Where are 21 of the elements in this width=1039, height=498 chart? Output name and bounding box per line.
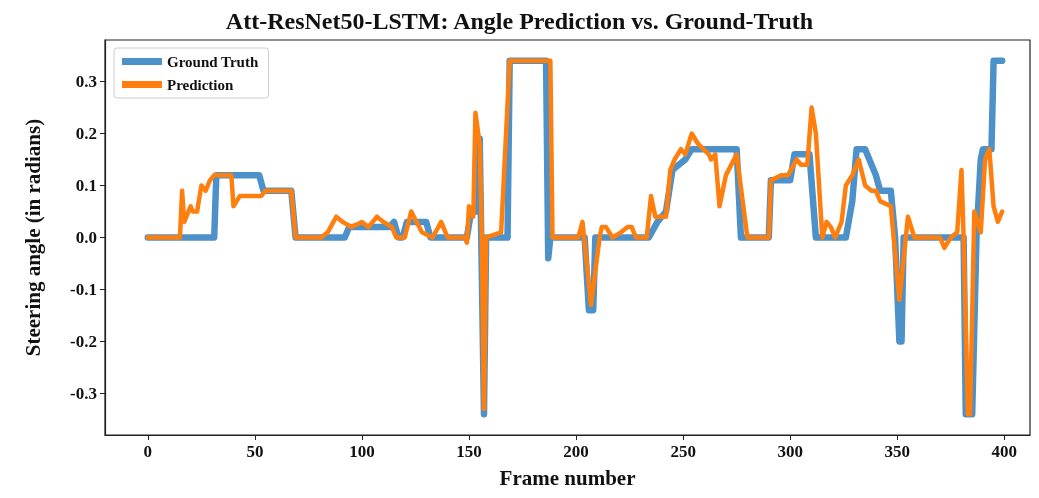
y-tick-label: -0.1 [70,279,97,299]
y-tick-label: -0.2 [70,331,97,351]
x-tick-label: 100 [349,442,375,461]
y-tick-label: 0.1 [75,176,97,196]
x-tick-label: 150 [456,442,482,461]
y-axis-title: Steering angle (in radians) [20,118,45,357]
x-tick-label: 300 [777,442,803,461]
x-tick-label: 250 [670,442,696,461]
x-tick-label: 350 [884,442,910,461]
x-tick-label: 50 [246,442,264,461]
x-tick-label: 0 [143,442,153,461]
y-tick-label: 0.3 [75,72,97,92]
y-tick-label: 0.2 [75,124,97,144]
x-tick-label: 200 [563,442,589,461]
y-tick-label: -0.3 [70,383,97,403]
x-axis-title: Frame number [499,465,636,490]
legend-label: Prediction [167,76,235,93]
x-tick-label: 400 [991,442,1018,461]
legend-label: Ground Truth [167,53,259,70]
y-tick-label: 0.0 [75,228,97,247]
chart-title: Att-ResNet50-LSTM: Angle Prediction vs. Ground-Truth [225,8,814,34]
